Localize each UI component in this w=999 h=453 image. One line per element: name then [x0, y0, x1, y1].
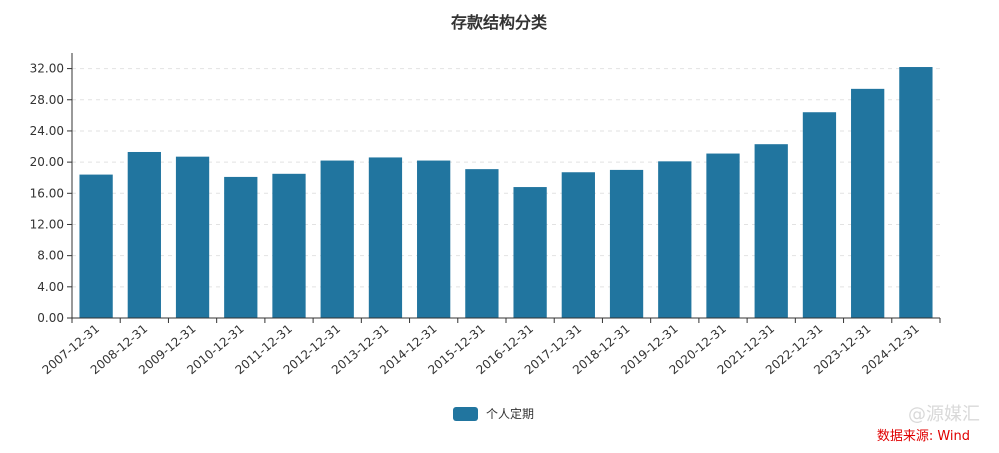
bar-2010-12-31[interactable]	[224, 176, 258, 318]
source-note: 数据来源: Wind	[877, 429, 970, 444]
bar-2011-12-31[interactable]	[272, 173, 306, 318]
y-tick-label: 32.00	[30, 62, 64, 76]
bar-2016-12-31[interactable]	[513, 187, 547, 318]
y-tick-label: 12.00	[30, 217, 64, 231]
bar-2012-12-31[interactable]	[320, 160, 354, 318]
y-axis-ticks: 0.00 4.00 8.00 12.00 16.00 20.00 24.00 28.00 32.…	[30, 62, 72, 325]
bar-2020-12-31[interactable]	[706, 153, 740, 318]
bar-2019-12-31[interactable]	[658, 161, 692, 318]
bar-2018-12-31[interactable]	[609, 169, 644, 318]
bar-2013-12-31[interactable]	[368, 157, 403, 318]
bar-2024-12-31[interactable]	[899, 67, 933, 318]
bar-2008-12-31[interactable]	[127, 151, 161, 318]
bar-2007-12-31[interactable]	[79, 174, 113, 318]
watermark: @源媒汇	[908, 404, 980, 425]
chart-title: 存款结构分类	[451, 13, 548, 32]
bar-2022-12-31[interactable]	[802, 112, 837, 318]
legend[interactable]: 个人定期	[453, 406, 534, 421]
x-axis-ticks: 2007-12-312008-12-312009-12-312010-12-31…	[40, 318, 941, 377]
bar-2014-12-31[interactable]	[417, 160, 451, 318]
grid-lines	[72, 68, 940, 288]
bar-2021-12-31[interactable]	[754, 144, 788, 318]
y-tick-label: 16.00	[30, 186, 64, 200]
y-tick-label: 20.00	[30, 155, 64, 169]
y-tick-label: 8.00	[37, 249, 64, 263]
bar-2009-12-31[interactable]	[175, 156, 210, 318]
legend-label[interactable]: 个人定期	[486, 406, 534, 421]
y-tick-label: 0.00	[37, 311, 64, 325]
bar-2017-12-31[interactable]	[561, 172, 595, 318]
legend-swatch[interactable]	[453, 407, 478, 421]
y-tick-label: 24.00	[30, 124, 64, 138]
bar-series	[79, 67, 933, 319]
y-tick-label: 4.00	[37, 280, 64, 294]
bar-2023-12-31[interactable]	[851, 88, 885, 319]
y-tick-label: 28.00	[30, 93, 64, 107]
bar-2015-12-31[interactable]	[465, 169, 499, 318]
